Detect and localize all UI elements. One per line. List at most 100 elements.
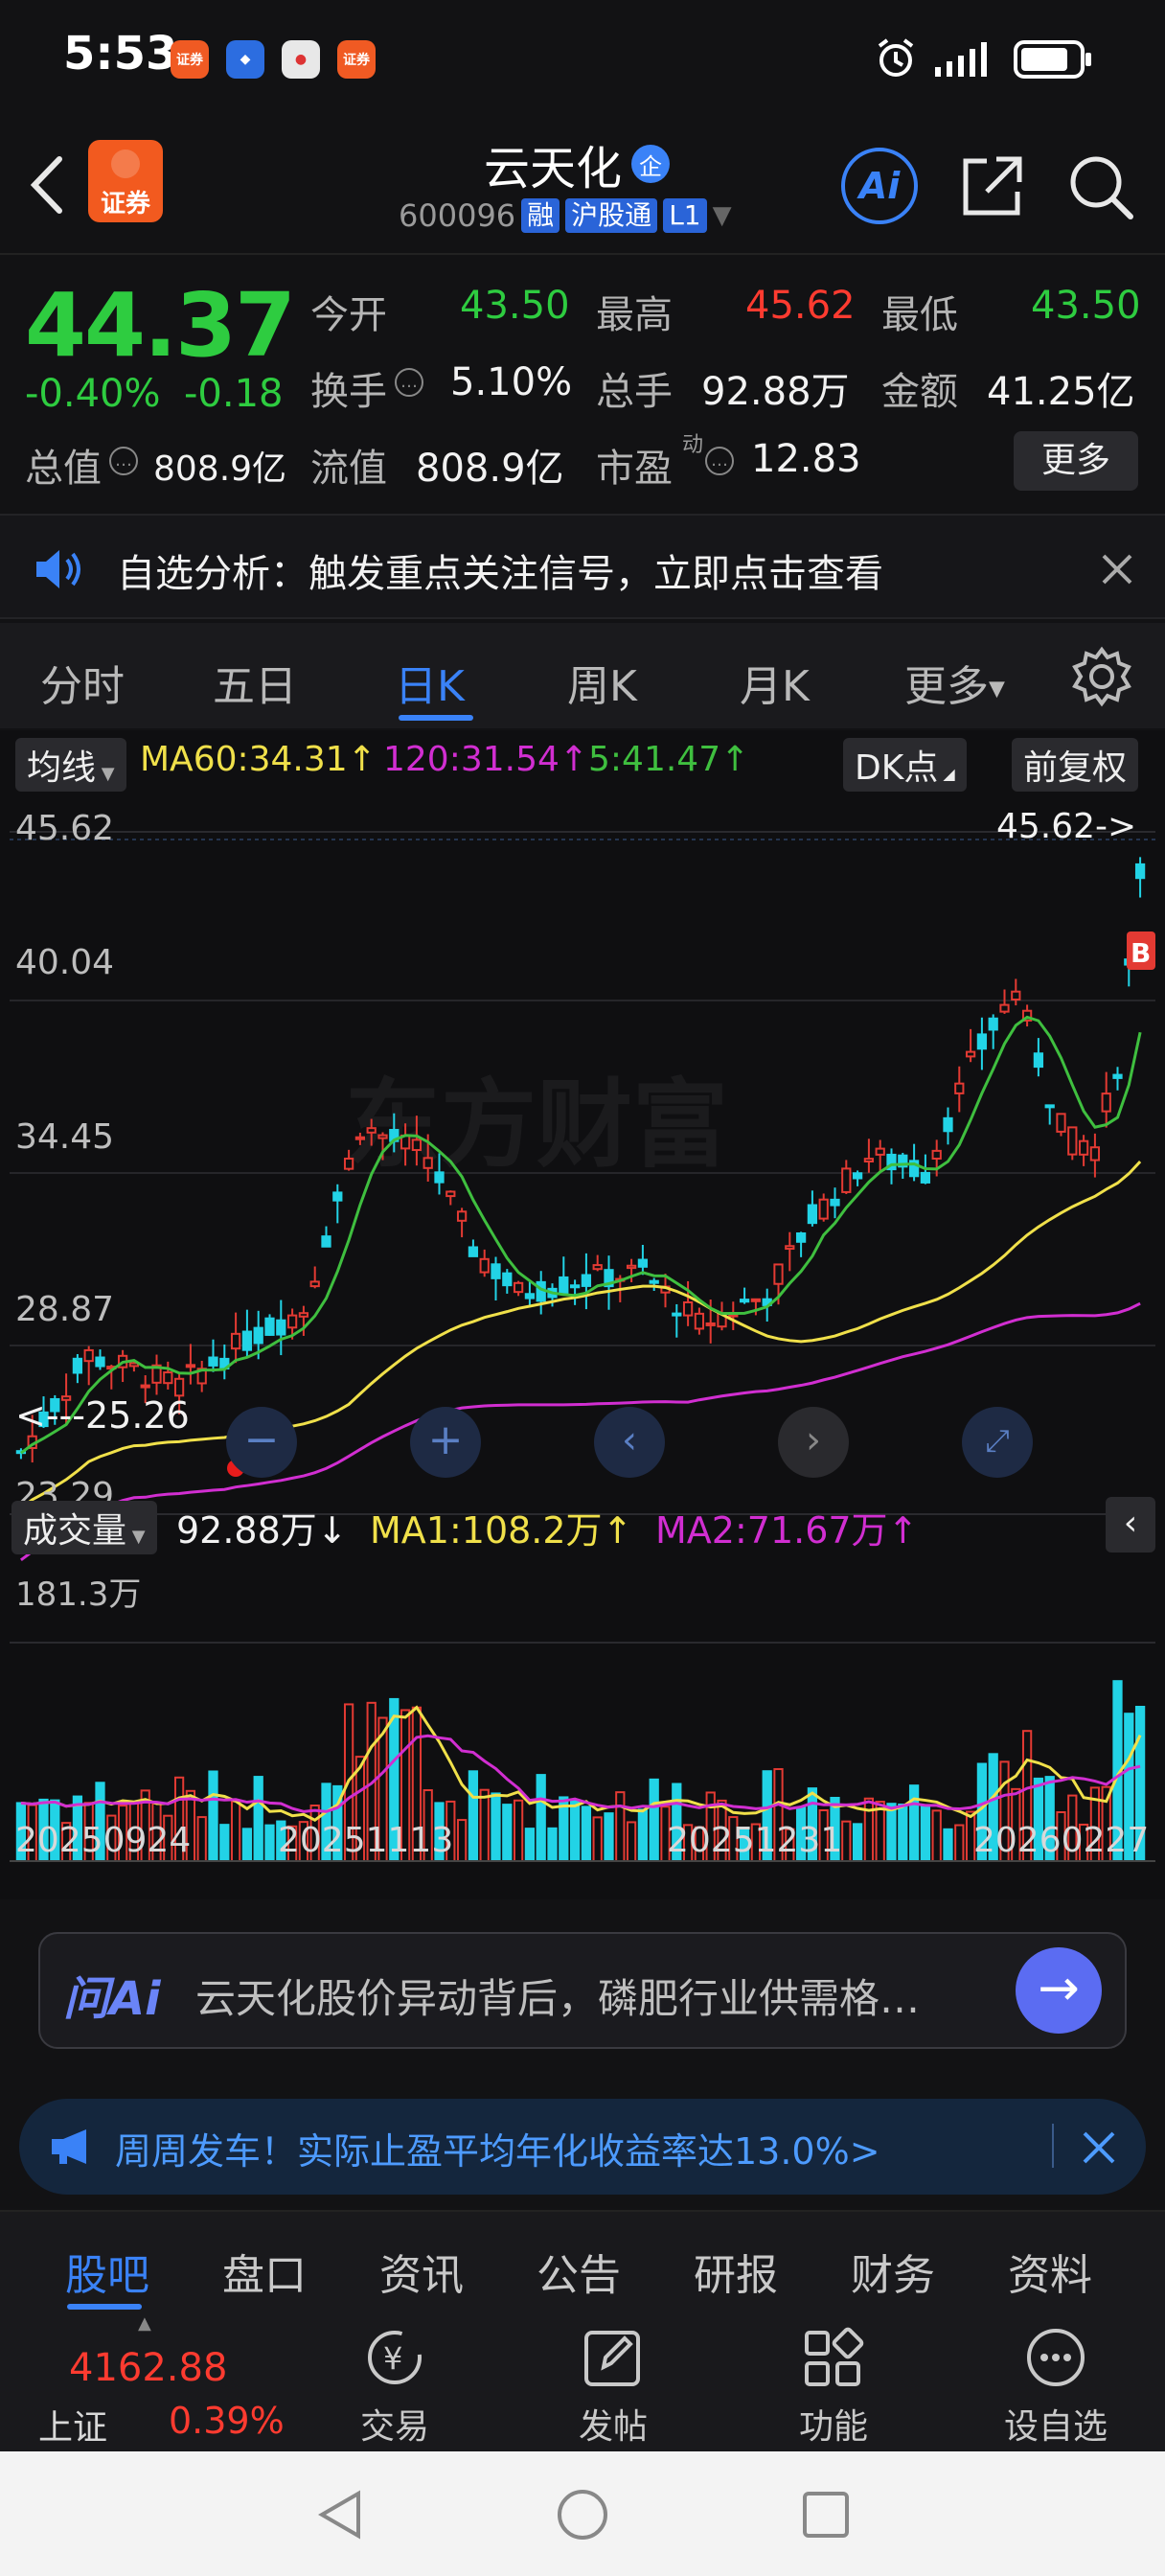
turnover-value: 5.10% (450, 360, 573, 404)
close-icon[interactable] (1100, 552, 1134, 586)
volume-label: 总手 (596, 370, 673, 414)
buy-marker[interactable]: B (1127, 932, 1155, 970)
tab-announcements[interactable]: 公告 (537, 2251, 621, 2300)
zoom-in-button[interactable]: + (410, 1407, 481, 1478)
candle-body (965, 1050, 976, 1058)
candle-body (445, 1190, 456, 1198)
period-tabs: 分时 五日 日K 周K 月K 更多▼ (0, 623, 1165, 728)
candle-body (852, 1172, 863, 1180)
tab-weekly-k[interactable]: 周K (567, 662, 637, 711)
y-tick-high: 45.62 (15, 809, 114, 848)
y-tick-3: 34.45 (15, 1117, 114, 1157)
tab-forum[interactable]: 股吧 (65, 2251, 149, 2300)
candle-body (604, 1269, 614, 1288)
ai-question-bar[interactable]: 问Ai 云天化股价异动背后，磷肥行业供需格… → (38, 1932, 1127, 2049)
kline-chart-area[interactable]: 均线 ▼ MA60:34.31↑ 120:31.54↑ 5:41.47↑ DK点… (0, 730, 1165, 1899)
signal-icon (935, 42, 987, 77)
amount-label: 金额 (881, 370, 958, 414)
securities-logo[interactable]: 证券 (88, 140, 163, 222)
dk-point-button[interactable]: DK点 ◢ (843, 738, 967, 792)
arrow-right-icon[interactable]: → (1016, 1947, 1102, 2034)
nav-post[interactable]: 发帖 (537, 2325, 690, 2449)
candle-body (898, 1154, 908, 1168)
tab-intraday[interactable]: 分时 (40, 662, 125, 711)
candle-body (750, 1298, 762, 1302)
volume-bar (863, 1797, 875, 1863)
candle-body (72, 1357, 83, 1374)
candle-body (377, 1134, 388, 1139)
megaphone-icon (52, 2129, 86, 2164)
dk-label: DK点 (855, 748, 939, 788)
candle-body (1044, 1104, 1055, 1109)
candle-body (434, 1171, 445, 1184)
nav-functions[interactable]: 功能 (757, 2325, 910, 2449)
tab-orderbook[interactable]: 盘口 (222, 2251, 307, 2300)
info-icon[interactable]: … (109, 447, 138, 475)
nav-trade[interactable]: ¥ 交易 (318, 2325, 471, 2449)
tab-daily-k[interactable]: 日K (395, 662, 465, 711)
system-home-icon[interactable] (554, 2486, 611, 2543)
caret-down-icon: ▼ (989, 677, 1005, 702)
kline-svg: 东方财富 45.62 40.04 34.45 28.87 23.29 45.62… (10, 807, 1155, 1863)
caret-down-icon: ▼ (96, 764, 115, 784)
system-back-icon[interactable] (312, 2486, 370, 2543)
close-icon[interactable] (1081, 2129, 1117, 2166)
back-icon[interactable] (23, 151, 69, 218)
nav-add-watchlist[interactable]: 设自选 (979, 2325, 1132, 2449)
index-name[interactable]: 上证 (38, 2408, 108, 2448)
settings-icon[interactable] (1071, 646, 1132, 707)
speaker-icon (36, 550, 80, 588)
promo-bar[interactable]: 周周发车！实际止盈平均年化收益率达13.0%> (19, 2099, 1146, 2195)
notice-bar[interactable]: 自选分析：触发重点关注信号，立即点击查看 (0, 514, 1165, 619)
volume-selector-label: 成交量 (23, 1511, 127, 1551)
candle-body (841, 1167, 852, 1193)
volume-bar (592, 1816, 603, 1863)
volume-ma1: MA1:108.2万↑ (370, 1509, 633, 1552)
app-badge-securities-2: 证券 (337, 40, 376, 79)
float-value: 808.9亿 (416, 447, 564, 491)
pan-left-button[interactable]: ‹ (594, 1407, 665, 1478)
tab-five-day[interactable]: 五日 (213, 662, 297, 711)
candles-group (15, 857, 1146, 1463)
more-button[interactable]: 更多 (1014, 431, 1138, 491)
system-recents-icon[interactable] (797, 2486, 855, 2543)
tab-profile[interactable]: 资料 (1008, 2251, 1092, 2300)
search-icon[interactable] (1065, 151, 1138, 224)
active-tab-indicator (67, 2304, 142, 2310)
info-icon[interactable]: … (395, 368, 423, 397)
ai-button[interactable]: Ai (841, 148, 918, 224)
zoom-out-button[interactable]: − (226, 1407, 297, 1478)
info-icon[interactable]: … (705, 447, 734, 475)
battery-icon (1014, 40, 1091, 79)
candle-body (354, 1136, 366, 1140)
ma-selector-label: 均线 (27, 748, 97, 788)
tab-monthly-k[interactable]: 月K (740, 662, 810, 711)
low-value: 43.50 (1031, 284, 1141, 328)
candle-body (332, 1191, 343, 1202)
index-value[interactable]: 4162.88 (69, 2346, 228, 2390)
open-value: 43.50 (460, 284, 570, 328)
tab-financials[interactable]: 财务 (851, 2251, 935, 2300)
share-icon[interactable] (958, 151, 1027, 220)
candle-body (694, 1312, 705, 1330)
candle-body (672, 1312, 682, 1317)
change-amount: -0.18 (184, 372, 284, 416)
fullscreen-icon[interactable]: ⤢ (962, 1407, 1033, 1478)
promo-divider (1052, 2124, 1054, 2168)
stock-code-line[interactable]: 600096 融 沪股通 L1 ▼ (399, 197, 732, 234)
volume-bar (468, 1770, 479, 1863)
collapse-button[interactable]: ‹ (1106, 1497, 1155, 1552)
candle-body (1033, 1052, 1044, 1069)
ma-selector[interactable]: 均线 ▼ (15, 738, 126, 792)
change-percent: -0.40% (25, 372, 161, 416)
tab-research[interactable]: 研报 (694, 2251, 778, 2300)
volume-bar (491, 1792, 501, 1862)
tab-more[interactable]: 更多▼ (904, 652, 1005, 713)
volume-value: 92.88万 (701, 370, 850, 414)
adjust-button[interactable]: 前复权 (1012, 738, 1139, 792)
connect-tag: 沪股通 (565, 198, 658, 233)
tab-news[interactable]: 资讯 (379, 2251, 464, 2300)
pan-right-button[interactable]: › (778, 1407, 849, 1478)
volume-selector[interactable]: 成交量 ▼ (11, 1501, 157, 1554)
index-change[interactable]: 0.39% (169, 2400, 285, 2442)
